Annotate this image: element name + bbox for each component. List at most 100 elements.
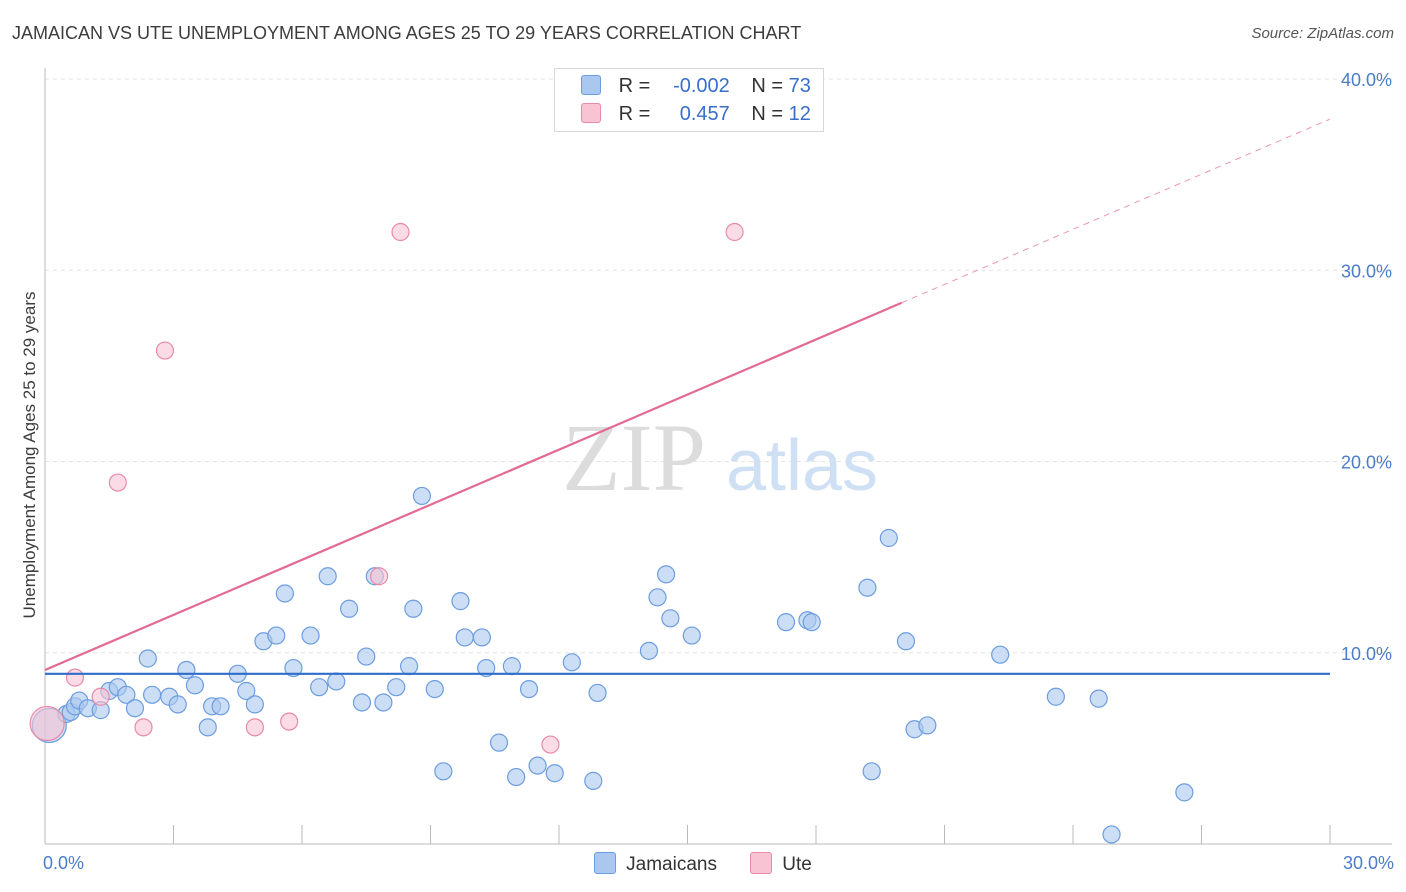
jamaican-point — [656, 565, 676, 584]
jamaican-point — [477, 658, 496, 678]
ute-trend-extension — [901, 118, 1331, 304]
axes — [44, 68, 1392, 845]
r-value: -0.002 — [673, 75, 730, 97]
source-label: Source: ZipAtlas.com — [1251, 25, 1394, 42]
jamaican-point — [340, 599, 359, 618]
ute-point — [108, 473, 127, 492]
jamaican-point — [275, 584, 294, 603]
n-value: 73 — [788, 75, 811, 97]
data-points — [29, 222, 1194, 844]
jamaican-point — [301, 626, 320, 645]
jamaican-point — [918, 716, 937, 735]
jamaican-point — [879, 528, 898, 548]
tick-labels: 10.0% 20.0% 30.0% 40.0% 0.0% 30.0% — [43, 70, 1394, 873]
jamaican-point — [357, 647, 376, 666]
jamaican-point — [412, 486, 432, 506]
jamaican-point — [802, 613, 821, 632]
ute-point — [134, 718, 153, 737]
y-tick-label: 30.0% — [1341, 261, 1392, 281]
ute-point — [541, 735, 560, 754]
trend-lines — [44, 118, 1331, 675]
chart-title: JAMAICAN VS UTE UNEMPLOYMENT AMONG AGES … — [12, 23, 802, 43]
jamaican-point — [310, 678, 329, 697]
y-tick-label: 40.0% — [1341, 70, 1392, 90]
legend-item-ute: Ute — [750, 852, 812, 876]
jamaican-point — [387, 678, 406, 697]
grid-lines — [45, 78, 1392, 654]
jamaican-point — [648, 588, 667, 607]
jamaican-point — [451, 592, 470, 611]
ute-point — [391, 222, 410, 242]
jamaican-point — [245, 695, 264, 714]
y-tick-label: 20.0% — [1341, 453, 1392, 473]
jamaican-point — [639, 641, 659, 660]
ute-point — [65, 668, 85, 687]
jamaican-point — [117, 685, 136, 704]
n-value: 12 — [788, 103, 811, 125]
jamaican-point — [472, 628, 491, 647]
jamaican-point — [1089, 689, 1108, 708]
stats-row-ute: R = 0.457 N = 12 — [581, 103, 811, 126]
watermark: ZIP atlas — [562, 404, 878, 511]
ute-point — [29, 705, 65, 742]
jamaican-point — [399, 657, 419, 676]
r-value: 0.457 — [679, 103, 730, 125]
jamaican-point — [425, 679, 444, 699]
ute-point — [280, 712, 299, 731]
jamaican-point — [211, 697, 230, 716]
jamaican-point — [327, 672, 346, 691]
jamaican-point — [177, 660, 196, 680]
jamaican-point — [682, 626, 701, 645]
jamaican-point — [318, 567, 337, 586]
jamaican-point — [284, 658, 303, 678]
jamaican-point — [237, 681, 256, 701]
stats-legend: R = -0.002 N = 73 R = 0.457 N = 12 — [554, 68, 824, 132]
jamaican-point — [198, 718, 217, 737]
n-label: N = — [751, 75, 784, 97]
jamaican-point — [1102, 825, 1121, 844]
series-legend: Jamaicans Ute — [0, 852, 1406, 876]
jamaican-point — [434, 762, 453, 781]
ute-legend-swatch — [750, 852, 773, 874]
jamaican-point — [352, 693, 372, 712]
jamaican-point — [519, 679, 539, 699]
jamaican-point — [404, 599, 423, 618]
jamaicans-swatch — [581, 75, 601, 95]
r-label: R = — [618, 75, 651, 97]
jamaican-point — [502, 657, 521, 676]
svg-text:ZIP: ZIP — [562, 404, 706, 511]
ute-point — [725, 222, 744, 242]
stats-row-jamaicans: R = -0.002 N = 73 — [581, 75, 811, 98]
jamaican-point — [896, 632, 916, 651]
legend-label-jamaicans: Jamaicans — [626, 854, 717, 875]
legend-item-jamaicans: Jamaicans — [594, 852, 717, 876]
jamaican-point — [858, 578, 877, 597]
ute-point — [245, 718, 264, 737]
r-label: R = — [618, 103, 651, 125]
ute-point — [155, 341, 175, 360]
jamaican-point — [374, 693, 393, 712]
y-tick-label: 10.0% — [1341, 644, 1392, 664]
svg-text:atlas: atlas — [726, 426, 878, 506]
jamaican-point — [991, 645, 1010, 664]
ute-point — [91, 687, 110, 706]
ute-trend-line — [44, 301, 903, 671]
jamaican-point — [528, 756, 547, 775]
jamaican-point — [455, 628, 474, 647]
jamaican-point — [562, 653, 581, 672]
jamaican-point — [862, 762, 881, 781]
x-tick-label: 30.0% — [1343, 853, 1394, 873]
jamaican-point — [168, 695, 187, 714]
jamaican-point — [489, 733, 509, 752]
ute-point — [370, 567, 389, 586]
x-tick-label: 0.0% — [43, 853, 84, 873]
n-label: N = — [751, 103, 784, 125]
jamaican-point — [776, 613, 796, 632]
jamaican-point — [1046, 687, 1065, 706]
jamaican-point — [138, 649, 157, 668]
legend-label-ute: Ute — [782, 854, 812, 875]
jamaican-point — [588, 683, 607, 703]
jamaican-point — [142, 685, 162, 704]
jamaican-point — [661, 609, 680, 628]
